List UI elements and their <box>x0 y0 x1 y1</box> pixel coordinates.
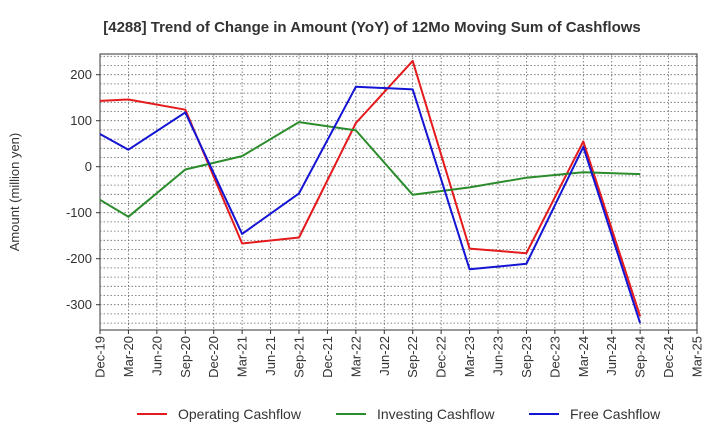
y-axis-ticks: 200 100 0 -100 -200 -300 <box>66 67 100 312</box>
series-line <box>99 59 642 317</box>
legend-label: Operating Cashflow <box>178 406 302 422</box>
y-tick-label: -300 <box>66 297 92 312</box>
series-line <box>99 121 641 218</box>
y-tick-label: -200 <box>66 251 92 266</box>
x-tick-label: Dec-22 <box>434 336 449 378</box>
x-tick-label: Sep-21 <box>292 336 307 378</box>
legend-label: Free Cashflow <box>570 406 661 422</box>
y-tick-label: 100 <box>70 113 92 128</box>
x-tick-label: Mar-23 <box>462 336 477 377</box>
series-lines <box>99 59 642 324</box>
x-tick-label: Jun-21 <box>263 336 278 376</box>
y-tick-label: -100 <box>66 205 92 220</box>
chart-title: [4288] Trend of Change in Amount (YoY) o… <box>103 19 641 36</box>
plot-area <box>99 53 698 331</box>
y-axis-label: Amount (million yen) <box>7 133 22 252</box>
x-axis-ticks: Dec-19 Mar-20 Jun-20 Sep-20 Dec-20 Mar-21 Jun-… <box>93 330 705 378</box>
x-tick-label: Sep-22 <box>405 336 420 378</box>
x-tick-label: Mar-24 <box>576 336 591 377</box>
y-tick-label: 200 <box>70 67 92 82</box>
legend-label: Investing Cashflow <box>377 406 495 422</box>
x-tick-label: Jun-24 <box>604 336 619 376</box>
x-tick-label: Sep-23 <box>519 336 534 378</box>
y-tick-label: 0 <box>85 159 92 174</box>
x-tick-label: Sep-20 <box>178 336 193 378</box>
x-tick-label: Mar-21 <box>235 336 250 377</box>
x-tick-label: Dec-19 <box>93 336 108 378</box>
x-tick-label: Dec-21 <box>320 336 335 378</box>
x-tick-label: Mar-20 <box>121 336 136 377</box>
x-tick-label: Mar-22 <box>348 336 363 377</box>
x-tick-label: Sep-24 <box>633 336 648 378</box>
gridlines <box>100 54 697 330</box>
x-tick-label: Mar-25 <box>690 336 705 377</box>
x-tick-label: Dec-23 <box>547 336 562 378</box>
series-line <box>99 85 642 324</box>
legend: Operating Cashflow Investing Cashflow Free… <box>137 406 661 422</box>
x-tick-label: Jun-20 <box>149 336 164 376</box>
x-tick-label: Dec-20 <box>206 336 221 378</box>
x-tick-label: Dec-24 <box>661 336 676 378</box>
x-tick-label: Jun-22 <box>377 336 392 376</box>
x-tick-label: Jun-23 <box>491 336 506 376</box>
